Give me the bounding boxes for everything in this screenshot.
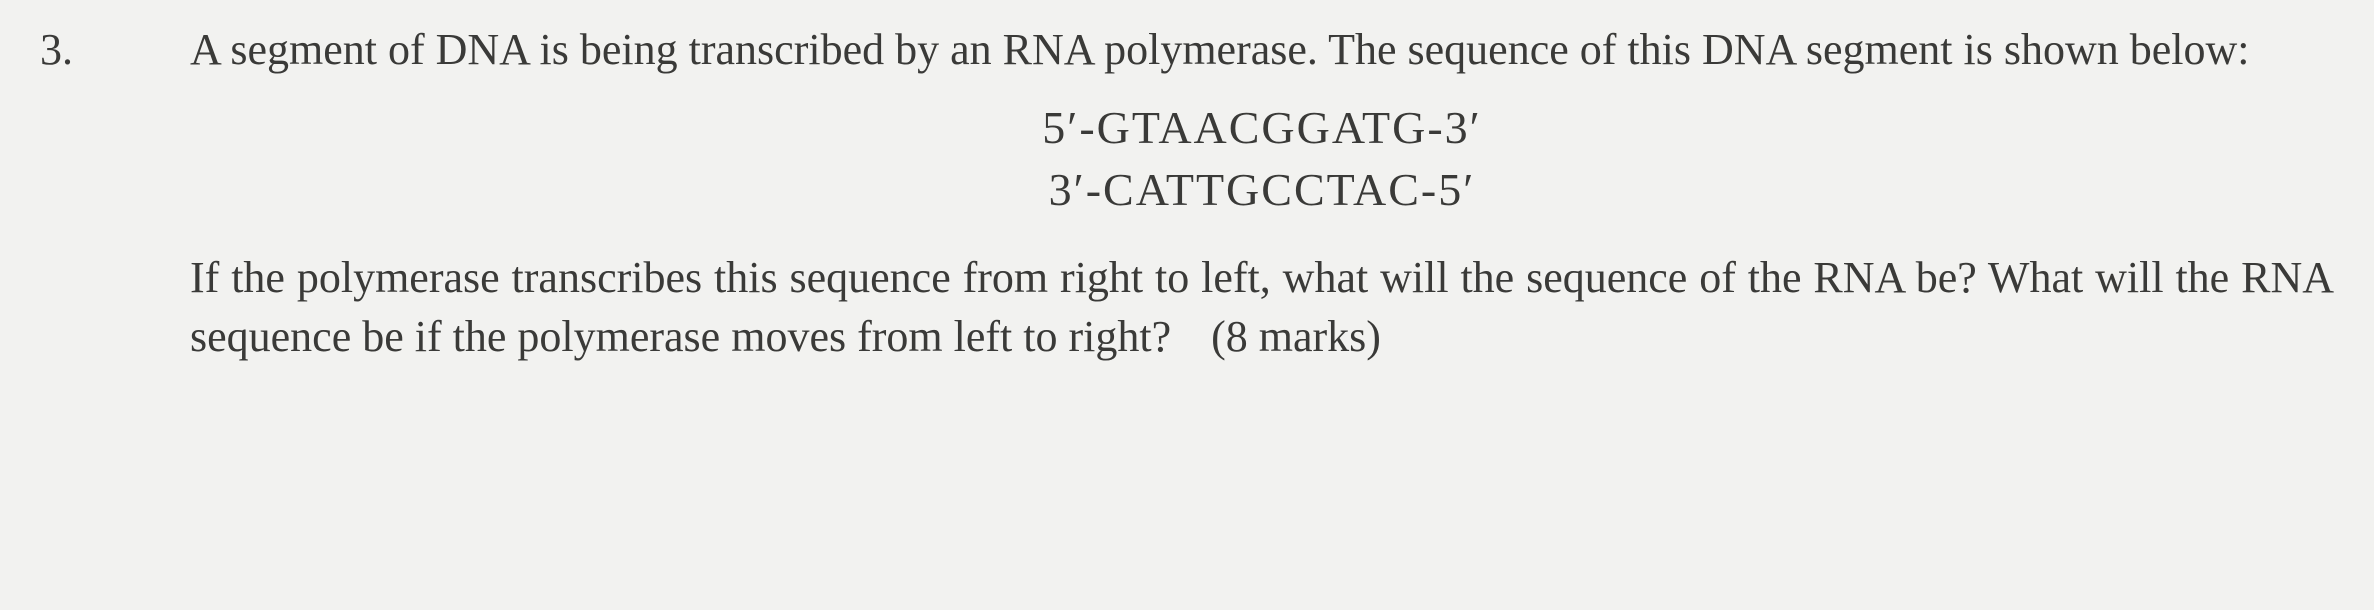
question-body: A segment of DNA is being transcribed by… [190, 20, 2334, 366]
dna-top-strand: 5′-GTAACGGATG-3′ [190, 97, 2334, 159]
dna-bottom-strand: 3′-CATTGCCTAC-5′ [190, 159, 2334, 221]
question-block: 3. A segment of DNA is being transcribed… [20, 20, 2334, 366]
question-number: 3. [20, 20, 190, 79]
intro-paragraph: A segment of DNA is being transcribed by… [190, 20, 2334, 79]
dna-sequence-block: 5′-GTAACGGATG-3′ 3′-CATTGCCTAC-5′ [190, 97, 2334, 221]
marks-label: (8 marks) [1211, 312, 1381, 361]
question-prompt: If the polymerase transcribes this seque… [190, 248, 2334, 367]
